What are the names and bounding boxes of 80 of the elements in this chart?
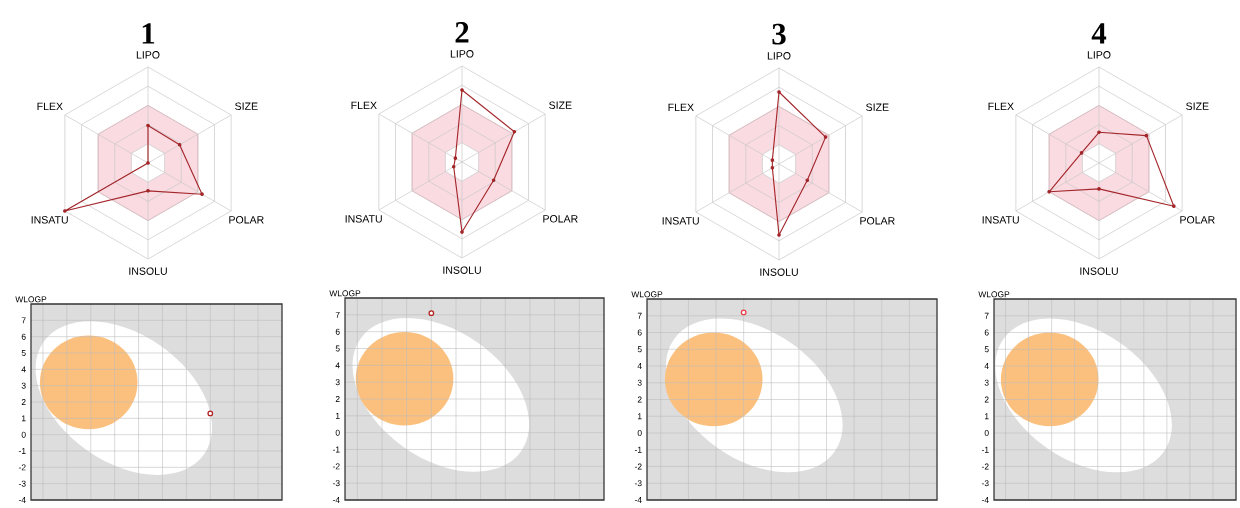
y-axis-title: WLOGP bbox=[631, 291, 663, 298]
spoke-label: POLAR bbox=[229, 216, 264, 224]
spoke-label: FLEX bbox=[351, 101, 377, 109]
y-tick-label: 1 bbox=[21, 415, 26, 422]
y-tick-label: -3 bbox=[634, 480, 642, 487]
y-tick-label: 6 bbox=[21, 333, 26, 340]
y-tick-label: 7 bbox=[21, 317, 26, 324]
y-tick-label: -2 bbox=[981, 463, 989, 470]
y-tick-label: 2 bbox=[335, 396, 340, 402]
y-tick-label: 4 bbox=[637, 363, 642, 369]
y-tick-label: 7 bbox=[637, 312, 642, 319]
spoke-label: INSATU bbox=[982, 216, 1019, 224]
spoke-label: FLEX bbox=[37, 102, 63, 110]
spoke-label: INSATU bbox=[31, 216, 68, 224]
y-tick-label: 3 bbox=[637, 379, 642, 386]
y-tick-label: -3 bbox=[18, 480, 26, 487]
spoke-label: INSOLU bbox=[760, 268, 798, 276]
spoke-label: POLAR bbox=[1180, 216, 1215, 224]
spoke-label: SIZE bbox=[1186, 102, 1209, 110]
y-axis-title: WLOGP bbox=[15, 296, 47, 303]
spoke-label: INSOLU bbox=[129, 267, 167, 275]
y-tick-label: -2 bbox=[332, 463, 340, 470]
spoke-label: SIZE bbox=[235, 102, 258, 110]
y-tick-label: 6 bbox=[335, 328, 340, 335]
y-tick-label: -1 bbox=[981, 446, 989, 453]
y-tick-label: 7 bbox=[335, 311, 340, 318]
y-tick-label: 2 bbox=[637, 396, 642, 403]
y-tick-label: -1 bbox=[332, 446, 340, 453]
y-tick-label: 2 bbox=[21, 399, 26, 405]
spoke-label: POLAR bbox=[543, 215, 578, 223]
y-axis-title: WLOGP bbox=[329, 290, 361, 297]
spoke-label: INSOLU bbox=[1080, 267, 1118, 275]
y-tick-label: 6 bbox=[637, 329, 642, 336]
y-tick-label: 7 bbox=[984, 312, 989, 319]
spoke-label: SIZE bbox=[866, 103, 889, 111]
y-tick-label: -2 bbox=[18, 464, 26, 471]
y-tick-label: 5 bbox=[21, 350, 26, 356]
y-tick-label: -1 bbox=[18, 448, 26, 454]
spoke-label: FLEX bbox=[668, 103, 694, 111]
y-tick-label: 3 bbox=[984, 379, 989, 386]
y-tick-label: -4 bbox=[981, 497, 989, 503]
y-tick-label: 3 bbox=[21, 382, 26, 389]
y-tick-label: 5 bbox=[335, 345, 340, 352]
y-tick-label: 0 bbox=[335, 429, 340, 436]
chart-title: 4 bbox=[1091, 23, 1107, 44]
y-tick-label: -4 bbox=[332, 497, 340, 503]
y-axis-title: WLOGP bbox=[978, 291, 1010, 298]
spoke-label: INSATU bbox=[345, 215, 382, 223]
spoke-label: LIPO bbox=[767, 52, 791, 60]
y-tick-label: 1 bbox=[984, 413, 989, 420]
y-tick-label: 1 bbox=[335, 412, 340, 419]
y-tick-label: 6 bbox=[984, 329, 989, 336]
y-tick-label: 0 bbox=[21, 431, 26, 438]
chart-title: 3 bbox=[772, 23, 786, 45]
chart-title: 1 bbox=[142, 23, 155, 44]
y-tick-label: 4 bbox=[335, 362, 340, 369]
y-tick-label: -1 bbox=[634, 446, 642, 453]
spoke-label: POLAR bbox=[860, 217, 895, 225]
spoke-label: INSATU bbox=[662, 217, 699, 225]
y-tick-label: 2 bbox=[984, 396, 989, 403]
y-tick-label: -4 bbox=[634, 497, 642, 503]
y-tick-label: 4 bbox=[21, 366, 26, 373]
spoke-label: LIPO bbox=[1087, 51, 1111, 59]
y-tick-label: 3 bbox=[335, 379, 340, 386]
y-tick-label: 5 bbox=[637, 346, 642, 353]
spoke-label: INSOLU bbox=[443, 266, 481, 274]
y-tick-label: -2 bbox=[634, 463, 642, 470]
y-tick-label: -3 bbox=[981, 480, 989, 487]
y-tick-label: -3 bbox=[332, 480, 340, 487]
y-tick-label: 0 bbox=[984, 430, 989, 436]
y-tick-label: 5 bbox=[984, 346, 989, 353]
y-tick-label: -4 bbox=[18, 497, 26, 503]
y-tick-label: 0 bbox=[637, 430, 642, 436]
y-tick-label: 4 bbox=[984, 363, 989, 369]
spoke-label: LIPO bbox=[136, 51, 160, 59]
y-tick-label: 1 bbox=[637, 413, 642, 420]
spoke-label: LIPO bbox=[450, 50, 474, 58]
chart-title: 2 bbox=[455, 22, 469, 43]
spoke-label: SIZE bbox=[549, 101, 572, 109]
spoke-label: FLEX bbox=[988, 102, 1014, 110]
